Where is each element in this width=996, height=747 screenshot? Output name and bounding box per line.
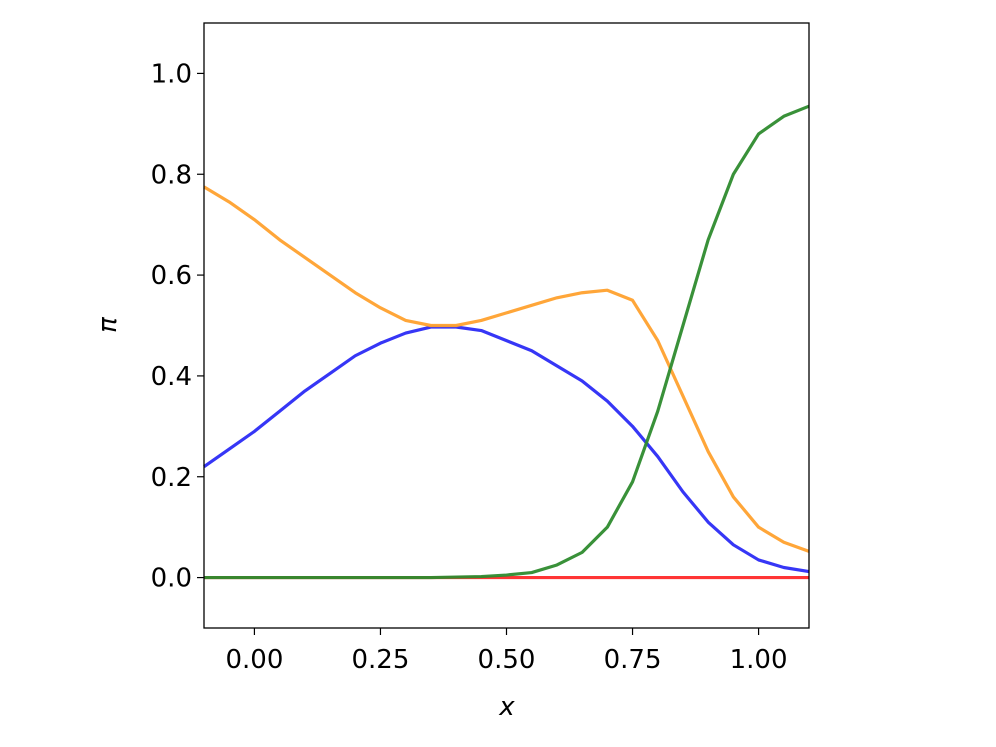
x-axis-label: x <box>498 692 515 722</box>
line-series <box>204 104 810 580</box>
x-tick-label: 0.50 <box>478 645 536 675</box>
y-tick-label: 0.4 <box>151 362 192 392</box>
y-axis-label: π <box>93 317 123 333</box>
x-tick-label: 0.75 <box>604 645 662 675</box>
line-series <box>203 325 810 574</box>
y-tick-label: 0.0 <box>151 564 192 594</box>
y-tick-label: 1.0 <box>151 59 192 89</box>
y-tick-label: 0.8 <box>151 160 192 190</box>
x-tick-label: 1.00 <box>730 645 788 675</box>
x-tick-label: 0.25 <box>352 645 410 675</box>
plot-frame <box>203 22 810 629</box>
line-series <box>203 185 810 553</box>
y-tick-label: 0.6 <box>151 261 192 291</box>
y-tick-label: 0.2 <box>151 463 192 493</box>
x-tick-label: 0.00 <box>225 645 283 675</box>
